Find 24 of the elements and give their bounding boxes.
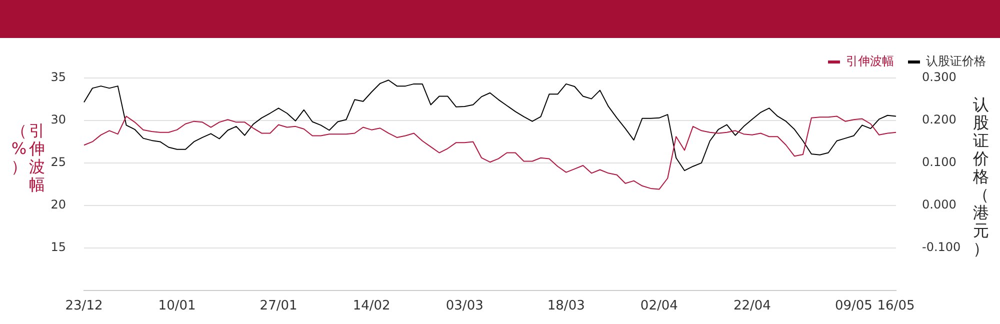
- legend-label: 引伸波幅: [846, 54, 894, 68]
- y2-tick-label: 0.100: [922, 155, 956, 170]
- x-tick-label: 27/01: [260, 298, 298, 314]
- legend-label: 认股证价格: [926, 54, 986, 68]
- x-tick-label: 09/05: [834, 298, 872, 314]
- x-tick-label: 03/03: [446, 298, 484, 314]
- y-tick-label: 35: [50, 70, 66, 84]
- text: 引伸波幅（%）: [11, 121, 45, 194]
- y2-tick-label: 0.200: [922, 112, 956, 127]
- text: 认股证价格（港元）: [973, 95, 989, 258]
- y2-tick-label: 0.300: [922, 70, 956, 84]
- x-tick-label: 23/12: [65, 298, 103, 314]
- y-tick-label: 30: [50, 112, 66, 127]
- x-tick-label: 22/04: [733, 298, 771, 314]
- y-tick-label: 15: [50, 240, 66, 254]
- y-tick-label: 25: [50, 155, 66, 170]
- x-tick-label: 10/01: [158, 298, 196, 314]
- x-tick-label: 16/05: [877, 298, 915, 314]
- x-tick-label: 02/04: [640, 298, 678, 314]
- x-tick-label: 18/03: [547, 298, 585, 314]
- y2-tick-label: 0.000: [922, 198, 956, 212]
- y2-tick-label: -0.100: [922, 240, 961, 254]
- x-tick-label: 14/02: [352, 298, 390, 314]
- y-tick-label: 20: [50, 198, 66, 212]
